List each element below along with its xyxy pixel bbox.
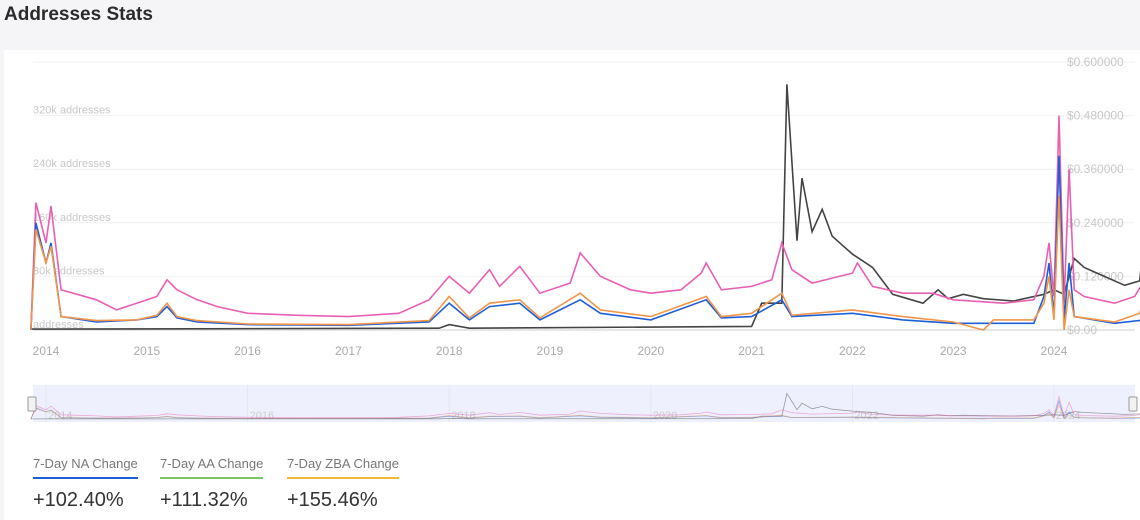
series-line-price xyxy=(30,84,1140,330)
x-tick: 2023 xyxy=(940,344,967,358)
navigator-tick: 2022 xyxy=(854,410,878,422)
y-left-tick: 80k addresses xyxy=(33,265,105,277)
chart-card: addresses 80k addresses 160k addresses 240k… xyxy=(4,50,1140,520)
y-left-tick: addresses xyxy=(33,319,84,331)
series-line-aa xyxy=(30,115,1140,331)
navigator-tick: 2020 xyxy=(653,410,677,422)
y-right-tick: $0.360000 xyxy=(1067,162,1124,176)
legend-label: 7-Day NA Change xyxy=(33,456,138,471)
legend-item[interactable]: 7-Day NA Change +102.40% xyxy=(33,456,138,512)
legend-color-bar xyxy=(33,477,138,479)
series-line-zba xyxy=(30,195,1140,331)
x-tick: 2022 xyxy=(839,344,866,358)
x-tick: 2016 xyxy=(234,344,261,358)
y-right-tick: $0.600000 xyxy=(1067,55,1124,69)
y-left-tick: 160k addresses xyxy=(33,212,111,224)
page-title: Addresses Stats xyxy=(4,4,153,25)
legend-color-bar xyxy=(287,477,400,479)
legend-item[interactable]: 7-Day AA Change +111.32% xyxy=(160,456,264,512)
x-tick: 2015 xyxy=(133,344,160,358)
y-left-tick: 320k addresses xyxy=(33,105,111,117)
navigator-handle-right[interactable] xyxy=(1128,396,1138,412)
legend-label: 7-Day ZBA Change xyxy=(287,456,400,471)
y-right-tick: $0.240000 xyxy=(1067,216,1124,230)
y-right-tick: $0.120000 xyxy=(1067,269,1124,283)
navigator-tick: 2014 xyxy=(48,410,72,422)
x-tick: 2014 xyxy=(33,344,60,358)
navigator-handle-left[interactable] xyxy=(27,396,37,412)
x-tick: 2019 xyxy=(537,344,564,358)
navigator-tick: 2016 xyxy=(250,410,274,422)
series-line-na xyxy=(30,155,1140,331)
x-tick: 2018 xyxy=(436,344,463,358)
x-tick: 2017 xyxy=(335,344,362,358)
x-tick: 2021 xyxy=(738,344,765,358)
legend-color-bar xyxy=(160,477,264,479)
x-tick: 2024 xyxy=(1041,344,1068,358)
x-tick: 2020 xyxy=(637,344,664,358)
legend-value: +111.32% xyxy=(160,489,248,511)
legend-value: +155.46% xyxy=(287,489,378,511)
navigator-series-zba xyxy=(30,403,1140,420)
navigator-series-aa xyxy=(30,395,1140,420)
y-right-tick: $0.00 xyxy=(1067,323,1097,337)
legend-item[interactable]: 7-Day ZBA Change +155.46% xyxy=(287,456,400,512)
y-left-tick: 240k addresses xyxy=(33,158,111,170)
legend-label: 7-Day AA Change xyxy=(160,456,264,471)
y-right-tick: $0.480000 xyxy=(1067,109,1124,123)
legend-value: +102.40% xyxy=(33,489,124,511)
navigator-series-price xyxy=(30,392,1140,420)
addresses-chart: addresses 80k addresses 160k addresses 240k… xyxy=(27,55,1140,422)
